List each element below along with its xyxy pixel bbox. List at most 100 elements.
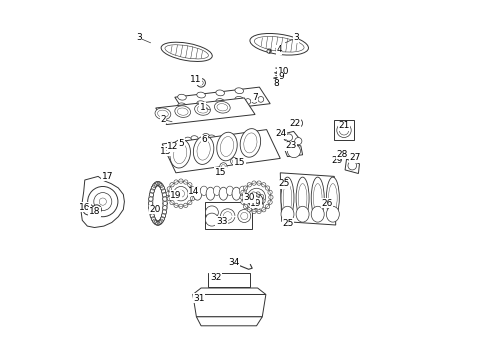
Ellipse shape [232,187,241,200]
Ellipse shape [256,206,260,210]
Ellipse shape [311,177,324,219]
Text: 5: 5 [178,139,184,148]
Ellipse shape [251,192,256,196]
Circle shape [231,158,238,165]
Text: 25: 25 [278,179,290,188]
Circle shape [348,161,357,170]
Text: 18: 18 [89,207,100,216]
Ellipse shape [174,180,178,184]
Text: 26: 26 [321,199,333,208]
Polygon shape [285,145,303,157]
Ellipse shape [178,94,186,100]
Ellipse shape [311,206,324,222]
Ellipse shape [260,194,264,199]
Ellipse shape [179,179,183,183]
Circle shape [294,138,302,145]
Ellipse shape [167,196,171,201]
Circle shape [94,193,112,211]
Text: 22: 22 [289,118,300,127]
Ellipse shape [170,183,174,187]
Ellipse shape [185,137,192,142]
Ellipse shape [216,99,224,104]
Ellipse shape [170,139,191,168]
Text: 27: 27 [349,153,361,162]
Circle shape [220,209,235,223]
Ellipse shape [269,195,273,199]
Text: 25: 25 [283,219,294,228]
Circle shape [285,134,293,141]
Ellipse shape [175,106,191,117]
Ellipse shape [260,203,264,207]
Circle shape [245,99,251,104]
Polygon shape [162,130,280,173]
Circle shape [341,151,346,157]
Ellipse shape [194,136,214,165]
Ellipse shape [213,186,220,195]
Ellipse shape [167,187,171,191]
Ellipse shape [252,209,256,213]
Text: 32: 32 [210,274,221,282]
Ellipse shape [244,204,247,209]
Ellipse shape [235,96,244,102]
Text: 14: 14 [188,187,199,196]
Ellipse shape [216,90,224,96]
Ellipse shape [296,206,309,222]
Bar [208,273,250,287]
Bar [334,120,354,140]
Text: 3: 3 [293,33,299,42]
Ellipse shape [266,204,270,209]
Text: 4: 4 [276,45,282,54]
Ellipse shape [247,208,251,212]
Ellipse shape [240,129,261,157]
Text: 33: 33 [216,217,227,226]
Text: 9: 9 [278,72,284,81]
Ellipse shape [266,186,270,190]
Ellipse shape [188,183,192,187]
Ellipse shape [281,206,294,222]
Polygon shape [280,173,336,225]
Text: 8: 8 [274,79,280,88]
Ellipse shape [326,177,339,219]
Ellipse shape [188,201,192,205]
Ellipse shape [235,88,244,94]
Circle shape [205,206,219,219]
Text: 31: 31 [193,294,205,302]
Ellipse shape [155,108,171,120]
Ellipse shape [208,135,216,140]
Text: 29: 29 [331,156,343,165]
Circle shape [267,49,271,53]
Ellipse shape [206,187,215,200]
Ellipse shape [247,183,251,187]
Polygon shape [156,98,255,125]
Polygon shape [193,294,266,317]
Text: 12: 12 [167,143,179,152]
Text: 19: 19 [170,191,182,199]
Ellipse shape [240,195,245,199]
Polygon shape [175,87,270,114]
Circle shape [220,163,227,170]
Circle shape [288,145,300,158]
Circle shape [294,119,303,127]
Ellipse shape [268,200,272,204]
Ellipse shape [244,186,247,190]
Text: 3: 3 [136,33,142,42]
Ellipse shape [197,92,205,98]
Text: 6: 6 [202,135,208,144]
Ellipse shape [296,177,309,219]
Ellipse shape [161,42,212,62]
Circle shape [88,186,118,217]
Ellipse shape [256,192,260,196]
Ellipse shape [178,103,186,109]
Text: 17: 17 [102,172,113,181]
Ellipse shape [191,187,195,191]
Text: 21: 21 [338,122,350,130]
Ellipse shape [197,101,205,107]
Ellipse shape [217,132,237,161]
Bar [205,202,252,230]
Ellipse shape [326,206,339,222]
Circle shape [251,197,260,205]
Circle shape [205,213,219,226]
Ellipse shape [166,192,171,196]
Circle shape [247,188,266,206]
Circle shape [221,165,225,168]
